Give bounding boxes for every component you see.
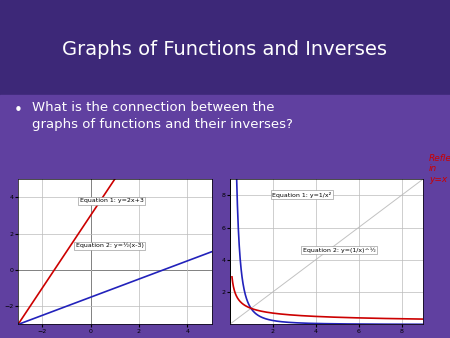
Text: •: • — [14, 103, 22, 118]
Text: Equation 1: y=2x+3: Equation 1: y=2x+3 — [80, 198, 144, 203]
Text: Reflectic
in
y=x: Reflectic in y=x — [429, 154, 450, 184]
Text: Equation 1: y=1/x²: Equation 1: y=1/x² — [272, 192, 331, 198]
Text: Equation 2: y=½(x-3): Equation 2: y=½(x-3) — [76, 243, 144, 248]
Bar — [0, 0, 450, 95]
Bar — [0, 95, 450, 338]
Text: Equation 2: y=(1/x)^½: Equation 2: y=(1/x)^½ — [303, 247, 376, 253]
Text: Graphs of Functions and Inverses: Graphs of Functions and Inverses — [63, 40, 387, 58]
Text: What is the connection between the
graphs of functions and their inverses?: What is the connection between the graph… — [32, 101, 293, 131]
